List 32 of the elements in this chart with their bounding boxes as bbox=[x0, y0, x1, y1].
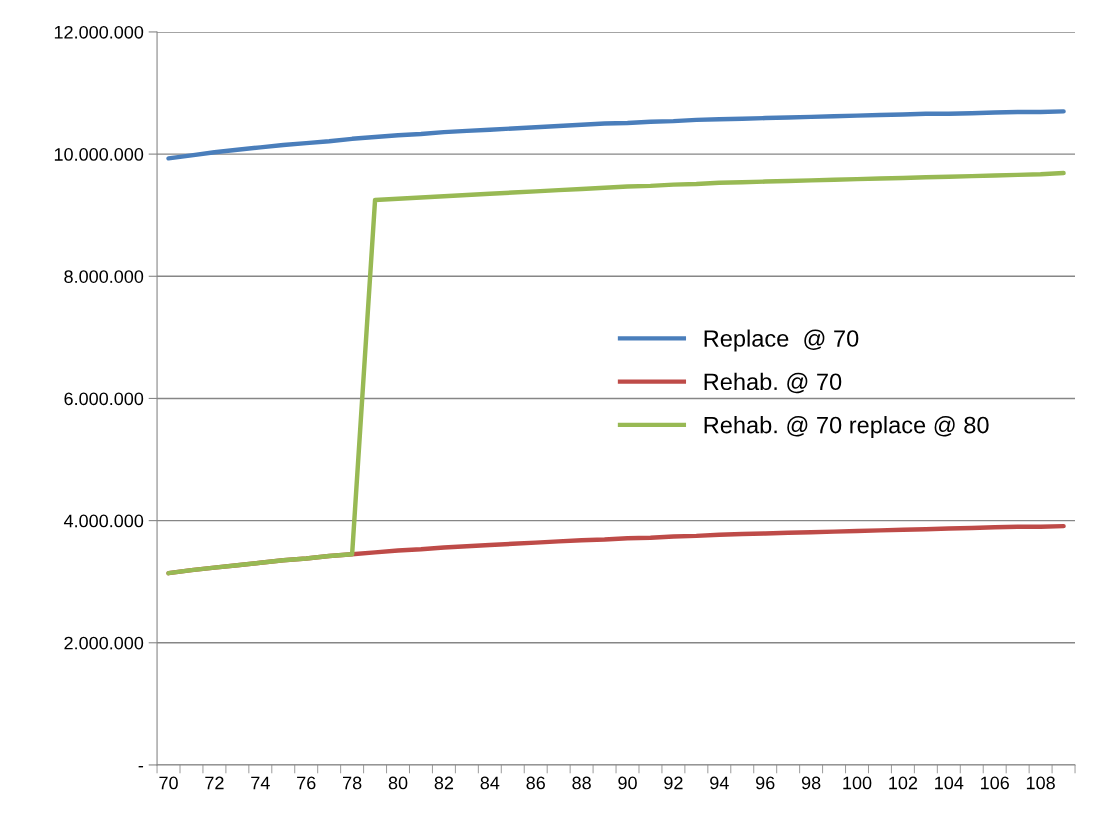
x-tick-label: 72 bbox=[205, 776, 224, 790]
legend-label: Rehab. @ 70 replace @ 80 bbox=[704, 416, 989, 439]
x-tick-label: 82 bbox=[434, 776, 454, 790]
y-tick-label: - bbox=[138, 765, 144, 768]
x-tick-label: 102 bbox=[889, 776, 918, 790]
x-tick-label: 104 bbox=[935, 776, 964, 790]
x-tick-label: 78 bbox=[343, 776, 362, 790]
x-tick-label: 96 bbox=[756, 776, 775, 790]
y-tick-label: 6.000.000 bbox=[64, 392, 144, 406]
y-tick-label: 8.000.000 bbox=[64, 270, 144, 283]
x-tick-label: 106 bbox=[981, 776, 1009, 790]
y-tick-label: 2.000.000 bbox=[64, 636, 144, 650]
x-tick-label: 74 bbox=[251, 776, 270, 790]
x-tick-label: 90 bbox=[618, 776, 637, 790]
x-tick-label: 108 bbox=[1026, 776, 1055, 790]
x-tick-label: 70 bbox=[159, 776, 178, 790]
x-tick-label: 98 bbox=[801, 776, 821, 790]
x-tick-label: 76 bbox=[297, 776, 316, 790]
x-tick-label: 94 bbox=[710, 776, 729, 790]
legend-label: Replace @ 70 bbox=[704, 329, 859, 352]
x-tick-label: 84 bbox=[480, 776, 500, 790]
y-tick-label: 10.000.000 bbox=[54, 148, 144, 161]
line-series bbox=[166, 109, 1066, 161]
x-tick-label: 100 bbox=[843, 776, 872, 790]
x-tick-label: 80 bbox=[388, 776, 408, 790]
x-tick-label: 88 bbox=[572, 776, 591, 790]
x-tick-label: 86 bbox=[526, 776, 545, 790]
y-tick-label: 4.000.000 bbox=[63, 514, 144, 528]
y-tick-label: 12.000.000 bbox=[54, 25, 144, 39]
x-tick-label: 92 bbox=[664, 776, 683, 790]
legend-label: Rehab. @ 70 bbox=[704, 372, 842, 394]
line-series bbox=[166, 170, 1066, 576]
